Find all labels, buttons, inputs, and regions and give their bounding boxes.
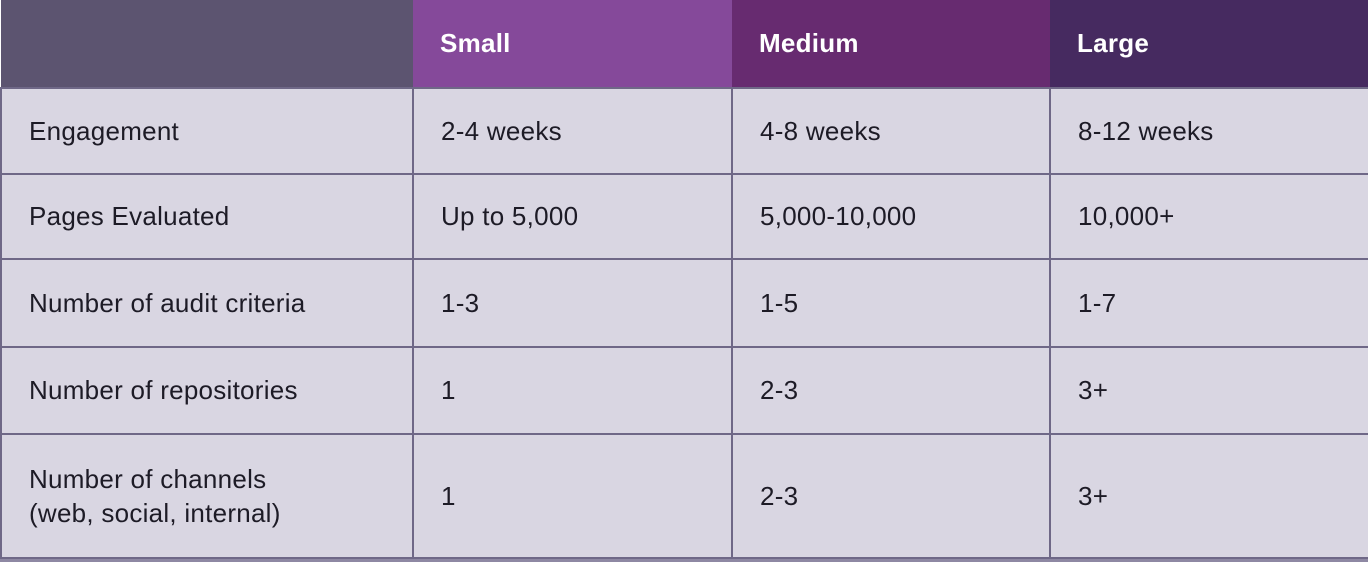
column-header-medium: Medium [732, 0, 1050, 88]
cell-engagement-small: 2-4 weeks [412, 87, 733, 175]
table-row: Engagement 2-4 weeks 4-8 weeks 8-12 week… [0, 87, 1368, 175]
cell-criteria-small: 1-3 [412, 258, 733, 348]
table-body: Engagement 2-4 weeks 4-8 weeks 8-12 week… [0, 87, 1368, 559]
cell-criteria-medium: 1-5 [731, 258, 1051, 348]
cell-repositories-large: 3+ [1049, 346, 1368, 435]
cell-channels-large: 3+ [1049, 433, 1368, 559]
table-bottom-edge [0, 559, 1368, 562]
row-label-repositories: Number of repositories [0, 346, 414, 435]
cell-pages-small: Up to 5,000 [412, 173, 733, 260]
table-row: Pages Evaluated Up to 5,000 5,000-10,000… [0, 173, 1368, 260]
corner-header-cell [1, 0, 413, 88]
cell-repositories-medium: 2-3 [731, 346, 1051, 435]
row-label-pages-evaluated: Pages Evaluated [0, 173, 414, 260]
header-row: Small Medium Large [1, 0, 1368, 88]
row-label-engagement: Engagement [0, 87, 414, 175]
cell-pages-medium: 5,000-10,000 [731, 173, 1051, 260]
table-row: Number of channels (web, social, interna… [0, 433, 1368, 559]
cell-pages-large: 10,000+ [1049, 173, 1368, 260]
cell-engagement-large: 8-12 weeks [1049, 87, 1368, 175]
row-label-channels: Number of channels (web, social, interna… [0, 433, 414, 559]
cell-criteria-large: 1-7 [1049, 258, 1368, 348]
cell-engagement-medium: 4-8 weeks [731, 87, 1051, 175]
column-header-small: Small [413, 0, 732, 88]
table-header: Small Medium Large [1, 0, 1368, 88]
cell-channels-small: 1 [412, 433, 733, 559]
row-label-audit-criteria: Number of audit criteria [0, 258, 414, 348]
table-row: Number of audit criteria 1-3 1-5 1-7 [0, 258, 1368, 348]
table-row: Number of repositories 1 2-3 3+ [0, 346, 1368, 435]
column-header-large: Large [1050, 0, 1368, 88]
cell-channels-medium: 2-3 [731, 433, 1051, 559]
cell-repositories-small: 1 [412, 346, 733, 435]
